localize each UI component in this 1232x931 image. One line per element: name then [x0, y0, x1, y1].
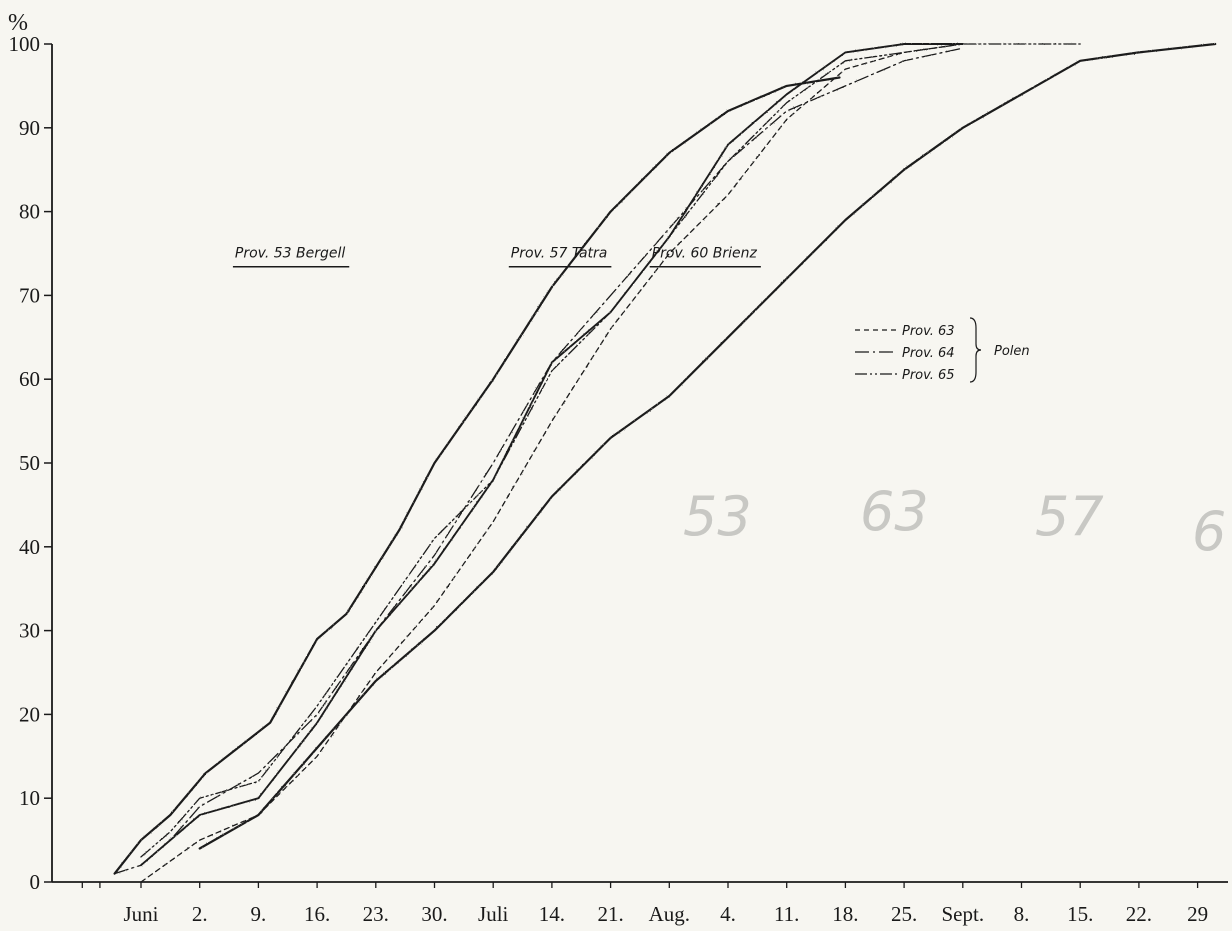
y-tick-label: 20	[19, 702, 40, 726]
x-ticks: Juni 2. 9. 16. 23. 30. Juli 14. 21. Aug. 4. 11. 18. 2…	[81, 882, 1208, 926]
series-line-3	[198, 42, 1217, 850]
y-ticks: 0 10 20 30 40 50 60 70 80 90 100	[9, 32, 52, 894]
legend: Prov. 63 Prov. 64 Prov. 65 Polen	[855, 317, 1030, 383]
x-tick-label: 25.	[891, 902, 917, 926]
x-tick-label: 18.	[832, 902, 858, 926]
x-tick-label: 30.	[421, 902, 447, 926]
y-tick-label: 50	[19, 451, 40, 475]
pencil-mark: 53	[683, 485, 752, 548]
x-tick-label: 14.	[539, 902, 565, 926]
x-tick-label: 22.	[1126, 902, 1152, 926]
x-tick-label: Juni	[123, 902, 158, 926]
series-lines	[113, 42, 1217, 883]
curve-label: Prov. 53 Bergell	[235, 246, 345, 262]
y-tick-label: 40	[19, 535, 40, 559]
x-tick-label: 29	[1187, 902, 1208, 926]
legend-label: Prov. 63	[902, 324, 955, 339]
curve-labels: Prov. 53 Bergell Prov. 57 Tatra Prov. 60 B…	[232, 246, 761, 268]
series-line-5	[113, 47, 964, 875]
curve-label: Prov. 57 Tatra	[511, 246, 608, 262]
x-tick-label: 2.	[192, 902, 208, 926]
legend-label: Prov. 65	[902, 368, 955, 383]
legend-brace	[969, 317, 982, 383]
series-line-2	[140, 43, 964, 867]
x-tick-label: 15.	[1067, 902, 1093, 926]
y-tick-label: 10	[19, 786, 40, 810]
curve-label: Prov. 60 Brienz	[652, 246, 758, 262]
series-line-1	[113, 76, 841, 875]
legend-group-label: Polen	[994, 344, 1030, 359]
pencil-mark: 63	[860, 480, 929, 543]
x-tick-label: Sept.	[942, 902, 985, 926]
y-tick-label: 100	[9, 32, 41, 56]
x-tick-label: 21.	[597, 902, 623, 926]
x-tick-label: Aug.	[649, 902, 690, 926]
series-line-4	[140, 43, 964, 883]
x-tick-label: 4.	[720, 902, 736, 926]
x-tick-label: 9.	[251, 902, 267, 926]
pencil-mark: 57	[1035, 485, 1104, 548]
pencil-marks: 53 63 57 6	[683, 480, 1226, 563]
y-tick-label: 80	[19, 200, 40, 224]
legend-label: Prov. 64	[902, 346, 955, 361]
x-tick-label: 16.	[304, 902, 330, 926]
y-tick-label: 30	[19, 619, 40, 643]
x-tick-label: 23.	[363, 902, 389, 926]
y-tick-label: 70	[19, 283, 40, 307]
x-tick-label: 11.	[774, 902, 799, 926]
y-tick-label: 60	[19, 367, 40, 391]
series-line-6	[140, 43, 1081, 858]
pencil-mark: 6	[1192, 500, 1226, 563]
y-tick-label: 90	[19, 116, 40, 140]
x-tick-label: 8.	[1014, 902, 1030, 926]
x-tick-label: Juli	[478, 902, 509, 926]
y-tick-label: 0	[30, 870, 41, 894]
y-unit-label: %	[8, 10, 28, 36]
